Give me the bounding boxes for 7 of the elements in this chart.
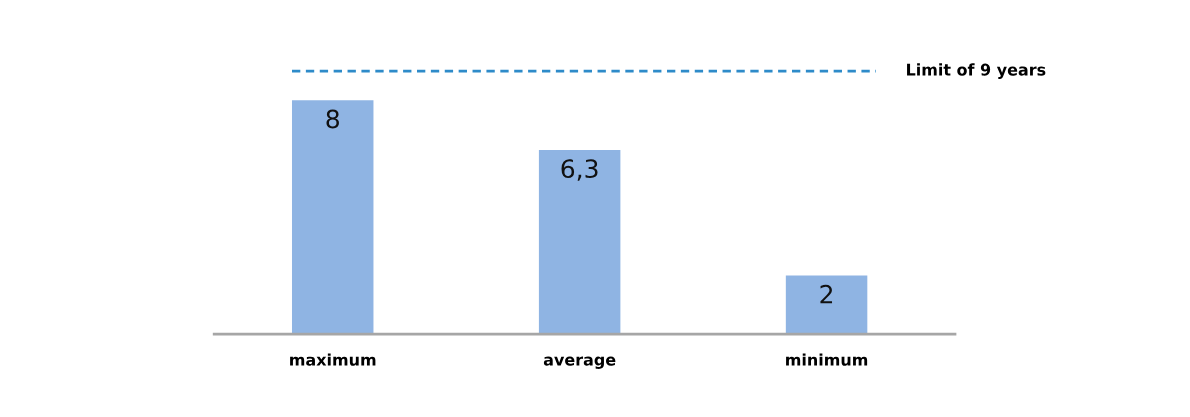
- data-label: 2: [820, 284, 833, 304]
- data-label: 6,3: [561, 159, 598, 181]
- x-tick-label: minimum: [786, 353, 868, 366]
- data-label: 8: [326, 109, 339, 129]
- x-tick-label: average: [543, 356, 616, 369]
- x-tick-label: maximum: [290, 353, 376, 366]
- ref-line-label: Limit of 9 years: [907, 63, 1046, 79]
